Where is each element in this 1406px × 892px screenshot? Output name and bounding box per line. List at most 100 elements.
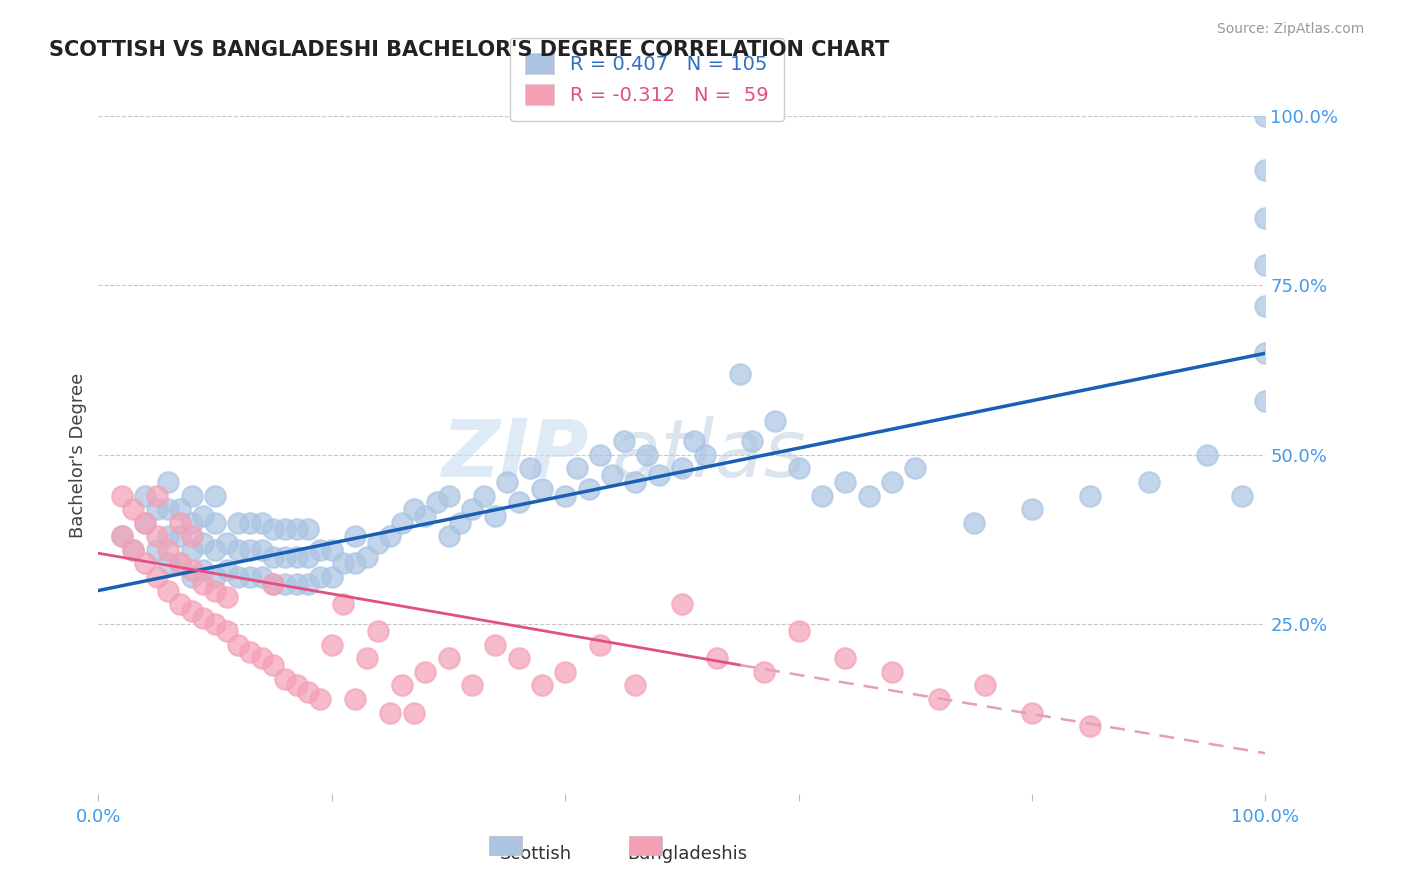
Point — [763, 414, 786, 428]
Point — [554, 489, 576, 503]
Point — [962, 516, 984, 530]
Point — [169, 502, 191, 516]
Point — [285, 523, 308, 537]
Point — [157, 557, 180, 571]
Point — [880, 475, 903, 489]
Point — [741, 434, 763, 449]
Point — [600, 468, 623, 483]
Point — [730, 367, 752, 381]
Point — [309, 570, 332, 584]
Point — [111, 489, 134, 503]
Point — [157, 529, 180, 543]
Point — [250, 516, 273, 530]
Point — [274, 549, 297, 564]
Point — [624, 475, 647, 489]
Y-axis label: Bachelor's Degree: Bachelor's Degree — [69, 372, 87, 538]
Point — [250, 542, 273, 557]
Point — [122, 502, 145, 516]
Point — [157, 542, 180, 557]
Point — [157, 502, 180, 516]
FancyBboxPatch shape — [630, 836, 662, 855]
Point — [250, 570, 273, 584]
Point — [811, 489, 834, 503]
Point — [787, 461, 810, 475]
Point — [262, 523, 284, 537]
Point — [413, 665, 436, 679]
Point — [344, 692, 367, 706]
Point — [344, 557, 367, 571]
Point — [391, 678, 413, 692]
Point — [624, 678, 647, 692]
Point — [180, 516, 202, 530]
Point — [180, 563, 202, 577]
Point — [204, 542, 226, 557]
Point — [309, 542, 332, 557]
Point — [367, 536, 389, 550]
Point — [380, 529, 402, 543]
Point — [262, 576, 284, 591]
Point — [146, 529, 169, 543]
Point — [215, 624, 238, 639]
Point — [682, 434, 704, 449]
Point — [519, 461, 541, 475]
Point — [180, 489, 202, 503]
Point — [1080, 719, 1102, 733]
Point — [193, 508, 215, 523]
Point — [1254, 258, 1277, 272]
Point — [146, 542, 169, 557]
Point — [134, 489, 156, 503]
Point — [180, 529, 202, 543]
Point — [204, 617, 226, 632]
Text: Source: ZipAtlas.com: Source: ZipAtlas.com — [1216, 22, 1364, 37]
Point — [146, 570, 169, 584]
Point — [356, 651, 378, 665]
FancyBboxPatch shape — [489, 836, 522, 855]
Point — [565, 461, 588, 475]
Point — [169, 529, 191, 543]
Point — [157, 583, 180, 598]
Point — [578, 482, 600, 496]
Point — [1021, 502, 1043, 516]
Point — [111, 529, 134, 543]
Point — [1254, 163, 1277, 178]
Point — [215, 591, 238, 605]
Point — [530, 482, 553, 496]
Point — [262, 549, 284, 564]
Point — [228, 570, 250, 584]
Point — [402, 706, 425, 720]
Legend: R = 0.407   N = 105, R = -0.312   N =  59: R = 0.407 N = 105, R = -0.312 N = 59 — [509, 37, 785, 120]
Point — [613, 434, 636, 449]
Point — [1021, 706, 1043, 720]
Point — [111, 529, 134, 543]
Point — [752, 665, 775, 679]
Point — [169, 557, 191, 571]
Point — [204, 570, 226, 584]
Point — [589, 638, 612, 652]
Point — [461, 502, 484, 516]
Point — [1254, 109, 1277, 123]
Point — [321, 542, 343, 557]
Point — [285, 549, 308, 564]
Point — [250, 651, 273, 665]
Point — [134, 557, 156, 571]
Point — [367, 624, 389, 639]
Point — [169, 597, 191, 611]
Point — [834, 475, 856, 489]
Point — [695, 448, 717, 462]
Point — [1254, 299, 1277, 313]
Point — [671, 461, 693, 475]
Point — [309, 692, 332, 706]
Point — [391, 516, 413, 530]
Point — [157, 475, 180, 489]
Point — [928, 692, 950, 706]
Point — [332, 597, 354, 611]
Point — [215, 563, 238, 577]
Point — [285, 576, 308, 591]
Point — [180, 542, 202, 557]
Point — [239, 542, 262, 557]
Point — [146, 502, 169, 516]
Point — [204, 489, 226, 503]
Point — [204, 516, 226, 530]
Point — [344, 529, 367, 543]
Point — [589, 448, 612, 462]
